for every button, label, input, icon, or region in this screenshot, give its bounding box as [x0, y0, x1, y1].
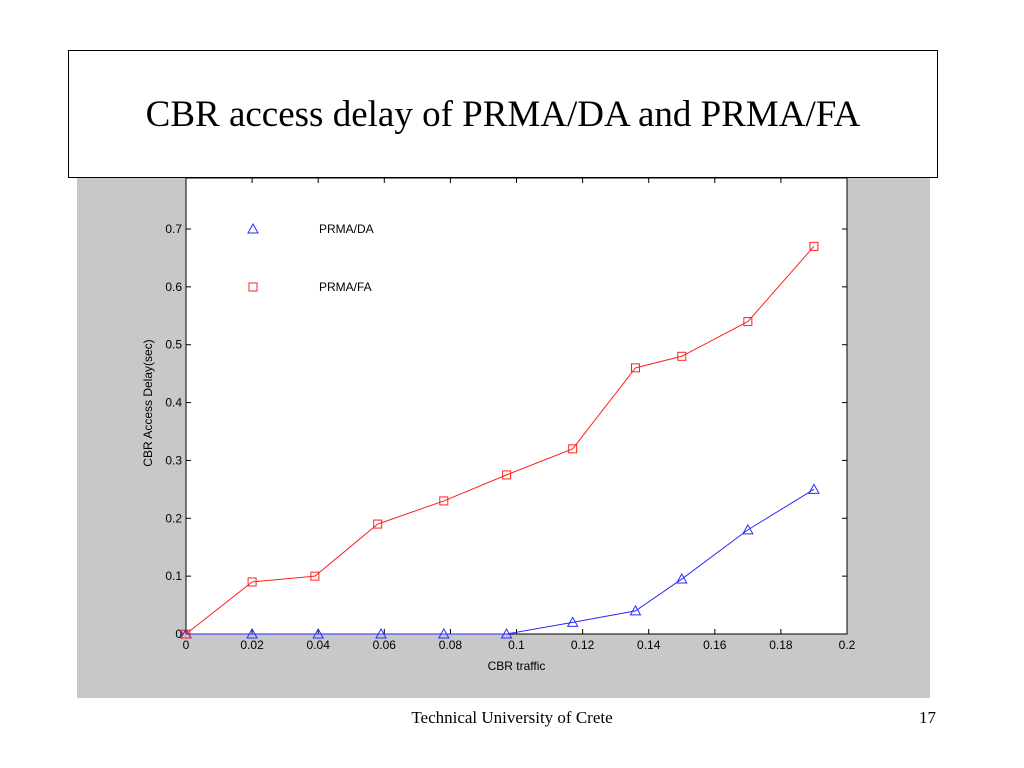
series-layer: [180, 241, 820, 639]
legend: PRMA/DA PRMA/FA: [247, 222, 374, 294]
square-marker: [809, 241, 819, 251]
plot-area: [185, 178, 848, 635]
y-tick-label: 0.2: [165, 511, 182, 525]
square-marker: [310, 571, 320, 581]
x-tick-label: 0.16: [703, 638, 727, 652]
square-marker: [373, 519, 383, 529]
y-axis-ticks: 0 0.1 0.2 0.3 0.4 0.5 0.6 0.7: [165, 222, 847, 641]
x-axis-label: CBR traffic: [488, 659, 546, 673]
x-tick-label: 0.02: [240, 638, 264, 652]
triangle-marker: [375, 627, 387, 639]
square-marker: [502, 470, 512, 480]
series-prma-fa: [181, 241, 819, 639]
square-marker: [630, 363, 640, 373]
x-tick-label: 0.14: [637, 638, 661, 652]
x-tick-label: 0.08: [439, 638, 463, 652]
y-tick-label: 0.7: [165, 222, 182, 236]
triangle-marker: [566, 616, 579, 627]
triangle-marker: [246, 627, 258, 639]
triangle-marker: [312, 627, 325, 639]
x-tick-label: 0.06: [373, 638, 397, 652]
y-tick-label: 0.1: [165, 569, 182, 583]
y-tick-label: 0.3: [165, 453, 182, 467]
triangle-marker: [629, 604, 642, 616]
figure-panel: 0 0.1 0.2 0.3 0.4 0.5 0.6 0.7 0 0.02 0.04 0.06 0.08…: [77, 178, 930, 698]
y-tick-label: 0.4: [165, 396, 182, 410]
triangle-marker: [437, 627, 450, 639]
x-tick-label: 0.2: [839, 638, 856, 652]
y-axis-label: CBR Access Delay(sec): [141, 339, 155, 466]
triangle-marker: [742, 523, 754, 535]
series-line: [186, 488, 815, 635]
triangle-marker: [675, 573, 688, 584]
square-marker: [439, 496, 449, 506]
footer-text: Technical University of Crete: [411, 708, 613, 727]
x-tick-label: 0.04: [307, 638, 331, 652]
triangle-marker: [808, 483, 820, 494]
x-axis-ticks: 0 0.02 0.04 0.06 0.08 0.1 0.12 0.14 0.16 0.18 0.2: [183, 178, 856, 652]
triangle-marker: [500, 627, 513, 639]
square-marker: [181, 629, 191, 639]
page-number: 17: [919, 708, 936, 727]
title-box: CBR access delay of PRMA/DA and PRMA/FA: [68, 50, 938, 178]
x-tick-label: 0: [183, 638, 190, 652]
x-tick-label: 0.18: [769, 638, 793, 652]
y-tick-label: 0: [175, 627, 182, 641]
square-marker: [247, 577, 257, 587]
line-chart: 0 0.1 0.2 0.3 0.4 0.5 0.6 0.7 0 0.02 0.04 0.06 0.08…: [141, 178, 856, 673]
x-tick-label: 0.12: [571, 638, 595, 652]
series-line: [185, 246, 815, 635]
legend-label: PRMA/DA: [319, 222, 374, 236]
square-marker: [677, 351, 687, 361]
y-tick-label: 0.6: [165, 280, 182, 294]
triangle-marker: [247, 222, 259, 234]
x-tick-label: 0.1: [508, 638, 525, 652]
slide-title: CBR access delay of PRMA/DA and PRMA/FA: [145, 93, 861, 135]
square-marker: [568, 444, 578, 454]
square-marker: [743, 317, 753, 327]
square-marker: [248, 282, 258, 292]
y-tick-label: 0.5: [165, 338, 182, 352]
legend-label: PRMA/FA: [319, 280, 372, 294]
series-prma-da: [180, 483, 820, 639]
